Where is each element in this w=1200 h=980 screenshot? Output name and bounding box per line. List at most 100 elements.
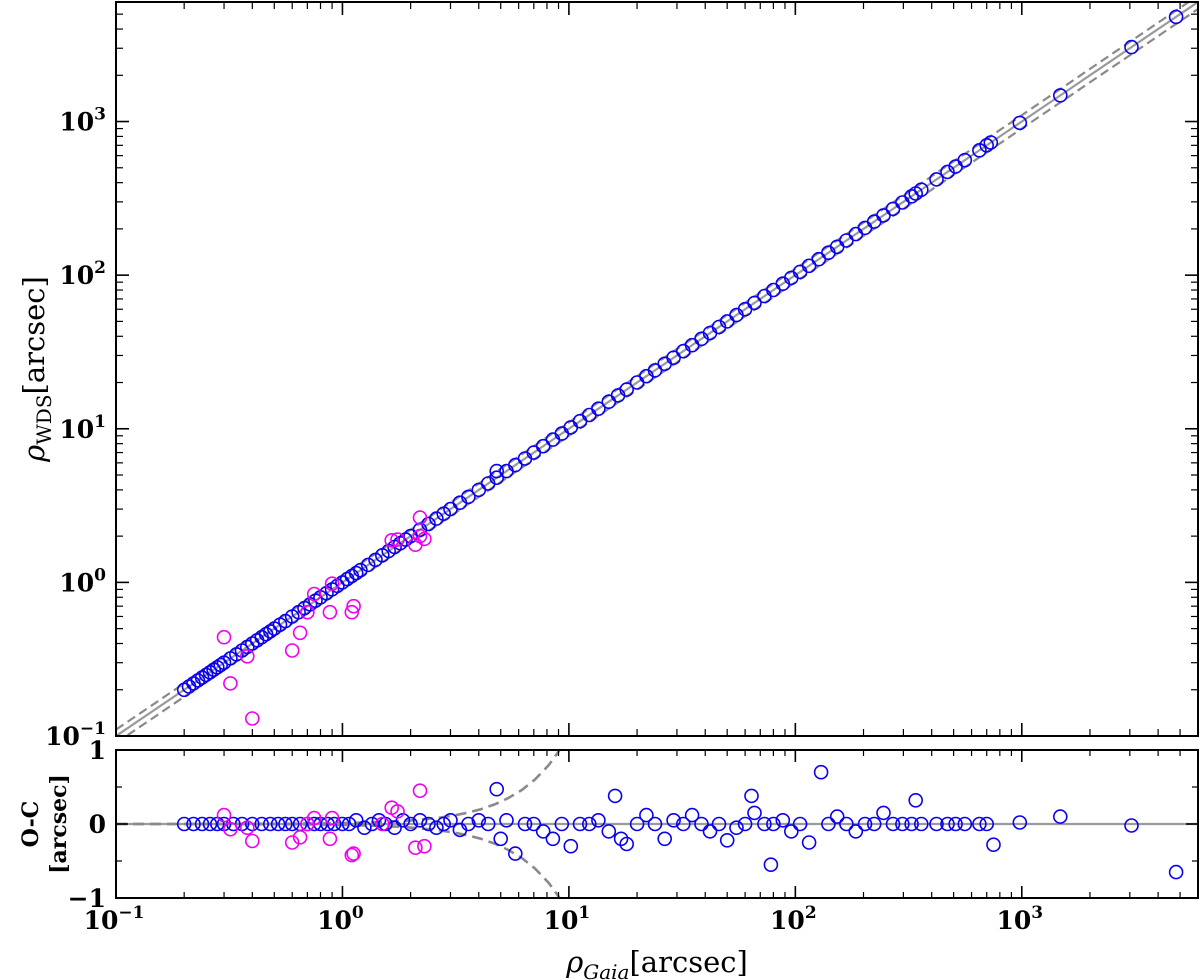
bottom-point-series-1 [240,820,255,836]
bottom-point-series-0 [357,820,372,836]
top-point-series-0 [489,470,505,486]
top-data-points [176,9,1184,726]
bottom-point-series-1 [306,810,322,826]
bottom-point-series-0 [940,816,955,832]
bottom-point-series-0 [702,824,718,839]
bottom-point-series-1 [344,847,360,863]
bottom-point-series-0 [572,816,588,832]
top-point-series-1 [223,676,238,691]
bottom-point-series-0 [684,807,700,823]
top-y-tick-label: 103 [59,105,106,137]
bottom-x-tick-labels: 10−1 100 101 102 103 [84,903,1044,935]
bottom-point-series-0 [493,831,509,847]
bottom-point-series-0 [719,832,735,848]
top-y-tick-label: 100 [59,565,106,597]
top-point-series-0 [972,143,987,158]
bottom-point-series-0 [904,816,919,832]
top-point-series-1 [346,598,361,614]
bottom-point-series-0 [535,824,551,839]
bottom-point-series-0 [657,831,673,847]
top-point-series-0 [202,664,218,680]
top-one-to-one-line [116,2,1198,736]
bottom-point-series-0 [581,816,597,832]
top-y-tick-label: 10−1 [45,719,106,751]
bottom-point-series-1 [284,835,300,850]
bottom-point-series-0 [591,812,606,828]
top-point-series-0 [913,182,929,197]
bottom-point-series-0 [194,816,210,832]
bottom-x-tick-label: 101 [544,903,591,935]
top-point-series-0 [194,670,210,685]
bottom-point-series-0 [1012,815,1028,830]
bottom-point-series-1 [346,846,361,861]
top-point-series-0 [940,164,955,180]
bottom-point-series-1 [324,810,340,826]
bottom-point-series-1 [292,829,308,845]
top-point-series-0 [1053,88,1068,103]
top-point-series-0 [213,657,228,673]
top-point-series-0 [929,172,944,187]
bottom-point-series-0 [876,805,891,821]
bottom-y-tick-labels: −1 0 1 [68,736,106,913]
top-point-series-0 [360,557,376,573]
bottom-point-series-0 [326,816,342,832]
top-point-series-0 [747,295,762,311]
bottom-point-series-0 [278,816,293,832]
bottom-point-series-0 [480,816,496,832]
top-y-tick-labels: 10−1 100 101 102 103 [45,105,106,751]
bottom-point-series-0 [885,816,901,832]
bottom-y-tick-label: 1 [89,736,106,765]
bottom-point-series-0 [517,816,533,832]
bottom-point-series-0 [1168,864,1184,880]
top-y-tick-label: 102 [59,258,106,290]
bottom-point-series-0 [763,857,779,873]
bottom-point-series-0 [412,812,428,828]
bottom-point-series-0 [694,816,709,832]
top-point-series-0 [489,463,505,479]
bottom-point-series-1 [417,838,432,854]
bottom-x-tick-label: 103 [996,903,1043,935]
top-point-series-1 [412,510,428,525]
top-point-series-0 [461,489,476,505]
bottom-point-series-1 [408,840,423,856]
top-point-series-1 [216,629,232,645]
bottom-point-series-0 [866,816,882,832]
top-point-series-1 [412,528,428,544]
bottom-data-points [176,764,1184,880]
bottom-point-series-0 [821,816,836,832]
top-panel: 10−1 100 101 102 103 ρWDS[arcsec] [17,1,1199,751]
top-point-series-0 [1012,115,1028,131]
top-point-series-0 [983,135,999,150]
bottom-y-axis-label-line1: O-C [18,801,44,848]
bottom-x-tick-label: 102 [770,903,817,935]
top-point-series-0 [904,189,919,204]
top-point-series-0 [348,565,364,581]
top-point-series-1 [240,648,255,664]
bottom-point-series-1 [245,833,260,849]
bottom-point-series-0 [895,816,910,832]
top-point-series-0 [979,138,995,153]
bottom-point-series-0 [675,816,691,832]
bottom-panel: −1 0 1 10−1 100 101 102 103 O-C [arcsec] ρGaia… [18,736,1199,980]
bottom-point-series-0 [186,816,201,832]
bottom-point-series-1 [216,807,232,823]
bottom-point-series-0 [908,792,924,808]
bottom-point-series-1 [223,821,238,837]
bottom-point-series-0 [471,812,487,828]
top-point-series-1 [322,604,338,620]
bottom-point-series-0 [284,816,300,832]
bottom-point-series-0 [1124,818,1139,833]
bottom-y-tick-label: 0 [89,810,106,839]
bottom-point-series-0 [775,812,791,828]
top-point-series-0 [591,401,606,417]
bottom-point-series-0 [757,816,772,832]
bottom-x-tick-label: 100 [317,903,364,935]
bottom-point-series-0 [1053,809,1068,824]
bottom-point-series-0 [792,816,808,832]
top-point-series-0 [957,152,973,168]
bottom-point-series-0 [176,816,192,832]
bottom-point-series-0 [563,838,579,854]
bottom-point-series-0 [913,816,929,832]
bottom-point-series-0 [443,812,458,828]
bottom-point-series-0 [429,820,444,836]
